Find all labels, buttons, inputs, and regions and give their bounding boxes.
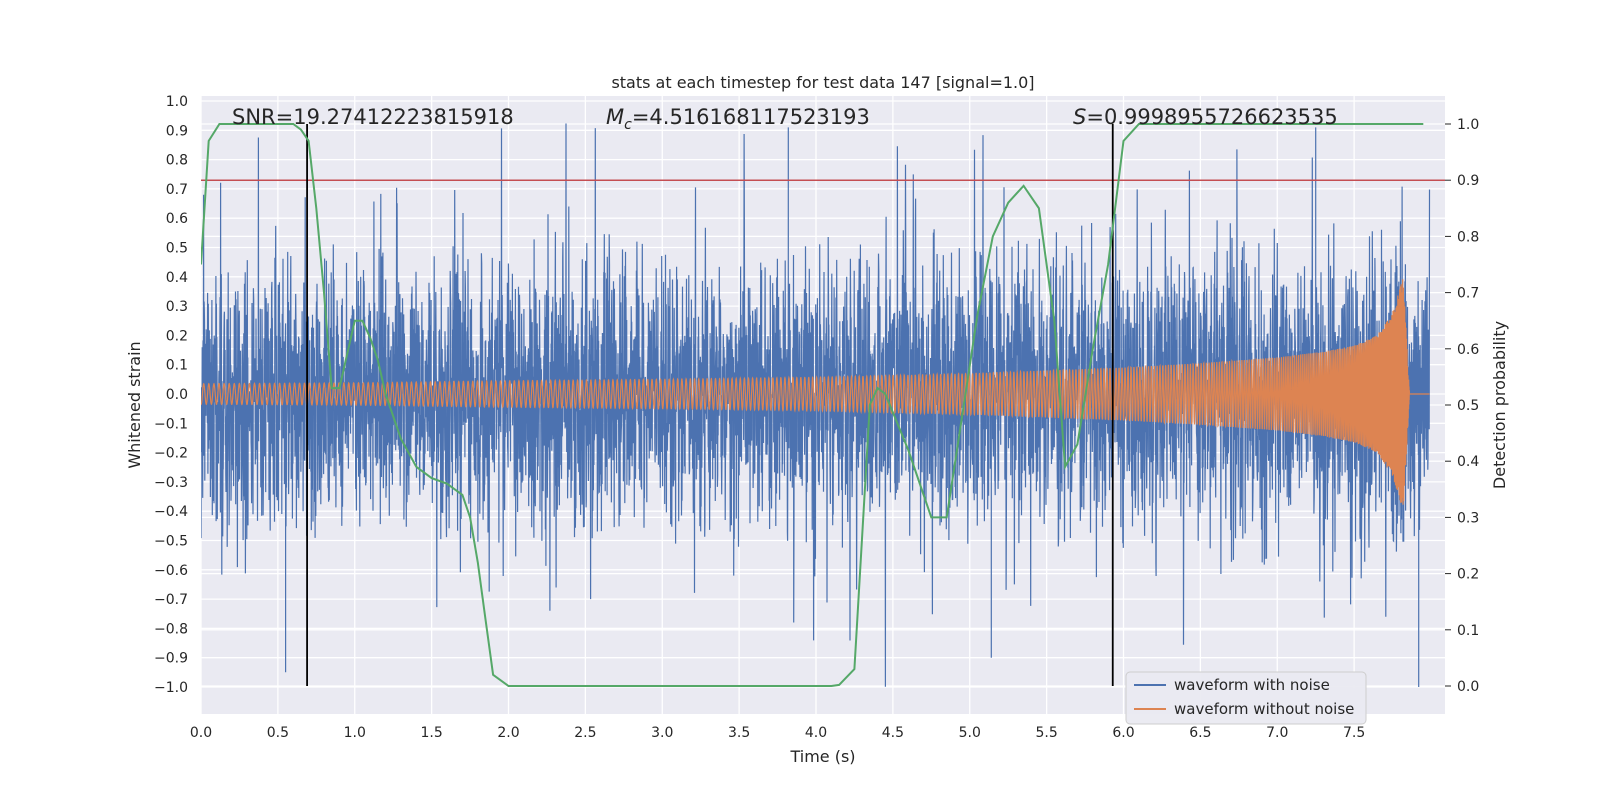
y-tick-label: −0.3 xyxy=(154,475,188,491)
y-tick-label: 0.6 xyxy=(166,211,188,227)
y-tick-label: −0.1 xyxy=(154,416,188,432)
y-tick-label: −0.2 xyxy=(154,446,188,462)
y-tick-label: 1.0 xyxy=(166,94,188,110)
x-tick-label: 6.0 xyxy=(1112,725,1134,741)
x-tick-label: 1.0 xyxy=(344,725,366,741)
detection-probability-series xyxy=(201,123,1424,687)
y2-tick-label: 0.0 xyxy=(1457,679,1479,695)
y2-tick-label: 1.0 xyxy=(1457,117,1479,133)
legend-label-clean: waveform without noise xyxy=(1174,700,1354,718)
y-tick-labels: 1.0 0.9 0.8 0.7 0.6 0.5 0.4 0.3 0.2 0.1 0.0 −0.1 −0.… xyxy=(154,94,188,696)
snr-annotation: SNR=19.27412223815918 xyxy=(232,105,514,129)
x-tick-label: 3.0 xyxy=(651,725,673,741)
x-tick-label: 2.5 xyxy=(574,725,596,741)
y2-tick-labels: 1.0 0.9 0.8 0.7 0.6 0.5 0.4 0.3 0.2 0.1 0.0 xyxy=(1445,117,1479,695)
mc-subscript: c xyxy=(624,117,632,133)
y-axis-label: Whitened strain xyxy=(125,341,144,468)
y2-axis-label: Detection probability xyxy=(1490,321,1509,489)
s-symbol: S xyxy=(1073,105,1086,129)
x-tick-label: 4.5 xyxy=(882,725,904,741)
y2-tick-label: 0.3 xyxy=(1457,510,1479,526)
y-tick-label: 0.1 xyxy=(166,358,188,374)
y-tick-label: 0.8 xyxy=(166,153,188,169)
x-tick-label: 6.5 xyxy=(1189,725,1211,741)
x-tick-label: 1.5 xyxy=(420,725,442,741)
waveform-with-noise-series xyxy=(201,123,1431,687)
x-tick-label: 2.0 xyxy=(497,725,519,741)
x-tick-label: 7.5 xyxy=(1343,725,1365,741)
x-tick-label: 5.5 xyxy=(1035,725,1057,741)
y2-tick-label: 0.2 xyxy=(1457,567,1479,583)
s-annotation: S=0.9998955726623535 xyxy=(1073,105,1338,129)
y-tick-label: 0.3 xyxy=(166,299,188,315)
y-tick-label: −0.6 xyxy=(154,563,188,579)
y-tick-label: −0.5 xyxy=(154,534,188,550)
y2-tick-label: 0.8 xyxy=(1457,229,1479,245)
y-tick-label: −0.4 xyxy=(154,504,188,520)
s-value: =0.9998955726623535 xyxy=(1086,105,1337,129)
chart-title: stats at each timestep for test data 147… xyxy=(611,73,1034,92)
x-tick-label: 0.0 xyxy=(190,725,212,741)
y-tick-label: −0.7 xyxy=(154,592,188,608)
y-tick-label: 0.4 xyxy=(166,270,188,286)
y-tick-label: 0.7 xyxy=(166,182,188,198)
y2-tick-label: 0.5 xyxy=(1457,398,1479,414)
mc-annotation: Mc=4.516168117523193 xyxy=(606,105,870,133)
x-tick-label: 4.0 xyxy=(805,725,827,741)
x-tick-label: 7.0 xyxy=(1266,725,1288,741)
x-tick-label: 0.5 xyxy=(267,725,289,741)
y-tick-label: 0.0 xyxy=(166,387,188,403)
x-tick-label: 5.0 xyxy=(959,725,981,741)
y-tick-label: 0.5 xyxy=(166,241,188,257)
y2-tick-label: 0.1 xyxy=(1457,623,1479,639)
mc-value: =4.516168117523193 xyxy=(632,105,870,129)
y-tick-label: −0.8 xyxy=(154,621,188,637)
y-tick-label: 0.2 xyxy=(166,328,188,344)
mc-symbol: M xyxy=(606,105,624,129)
legend: waveform with noise waveform without noi… xyxy=(1125,671,1367,725)
legend-label-noise: waveform with noise xyxy=(1174,676,1330,694)
y-tick-label: −0.9 xyxy=(154,651,188,667)
legend-box xyxy=(1125,671,1367,725)
y2-tick-label: 0.9 xyxy=(1457,173,1479,189)
y2-tick-label: 0.7 xyxy=(1457,286,1479,302)
y2-tick-label: 0.6 xyxy=(1457,342,1479,358)
y-tick-label: 0.9 xyxy=(166,123,188,139)
x-tick-labels: 0.0 0.5 1.0 1.5 2.0 2.5 3.0 3.5 4.0 4.5 5.0 5.5 6.0 6… xyxy=(190,725,1365,741)
y2-tick-label: 0.4 xyxy=(1457,454,1479,470)
waveform-without-noise-series xyxy=(201,279,1430,505)
vertical-markers xyxy=(306,124,1114,686)
x-tick-label: 3.5 xyxy=(728,725,750,741)
x-axis-label: Time (s) xyxy=(789,747,855,766)
y-tick-label: −1.0 xyxy=(154,680,188,696)
